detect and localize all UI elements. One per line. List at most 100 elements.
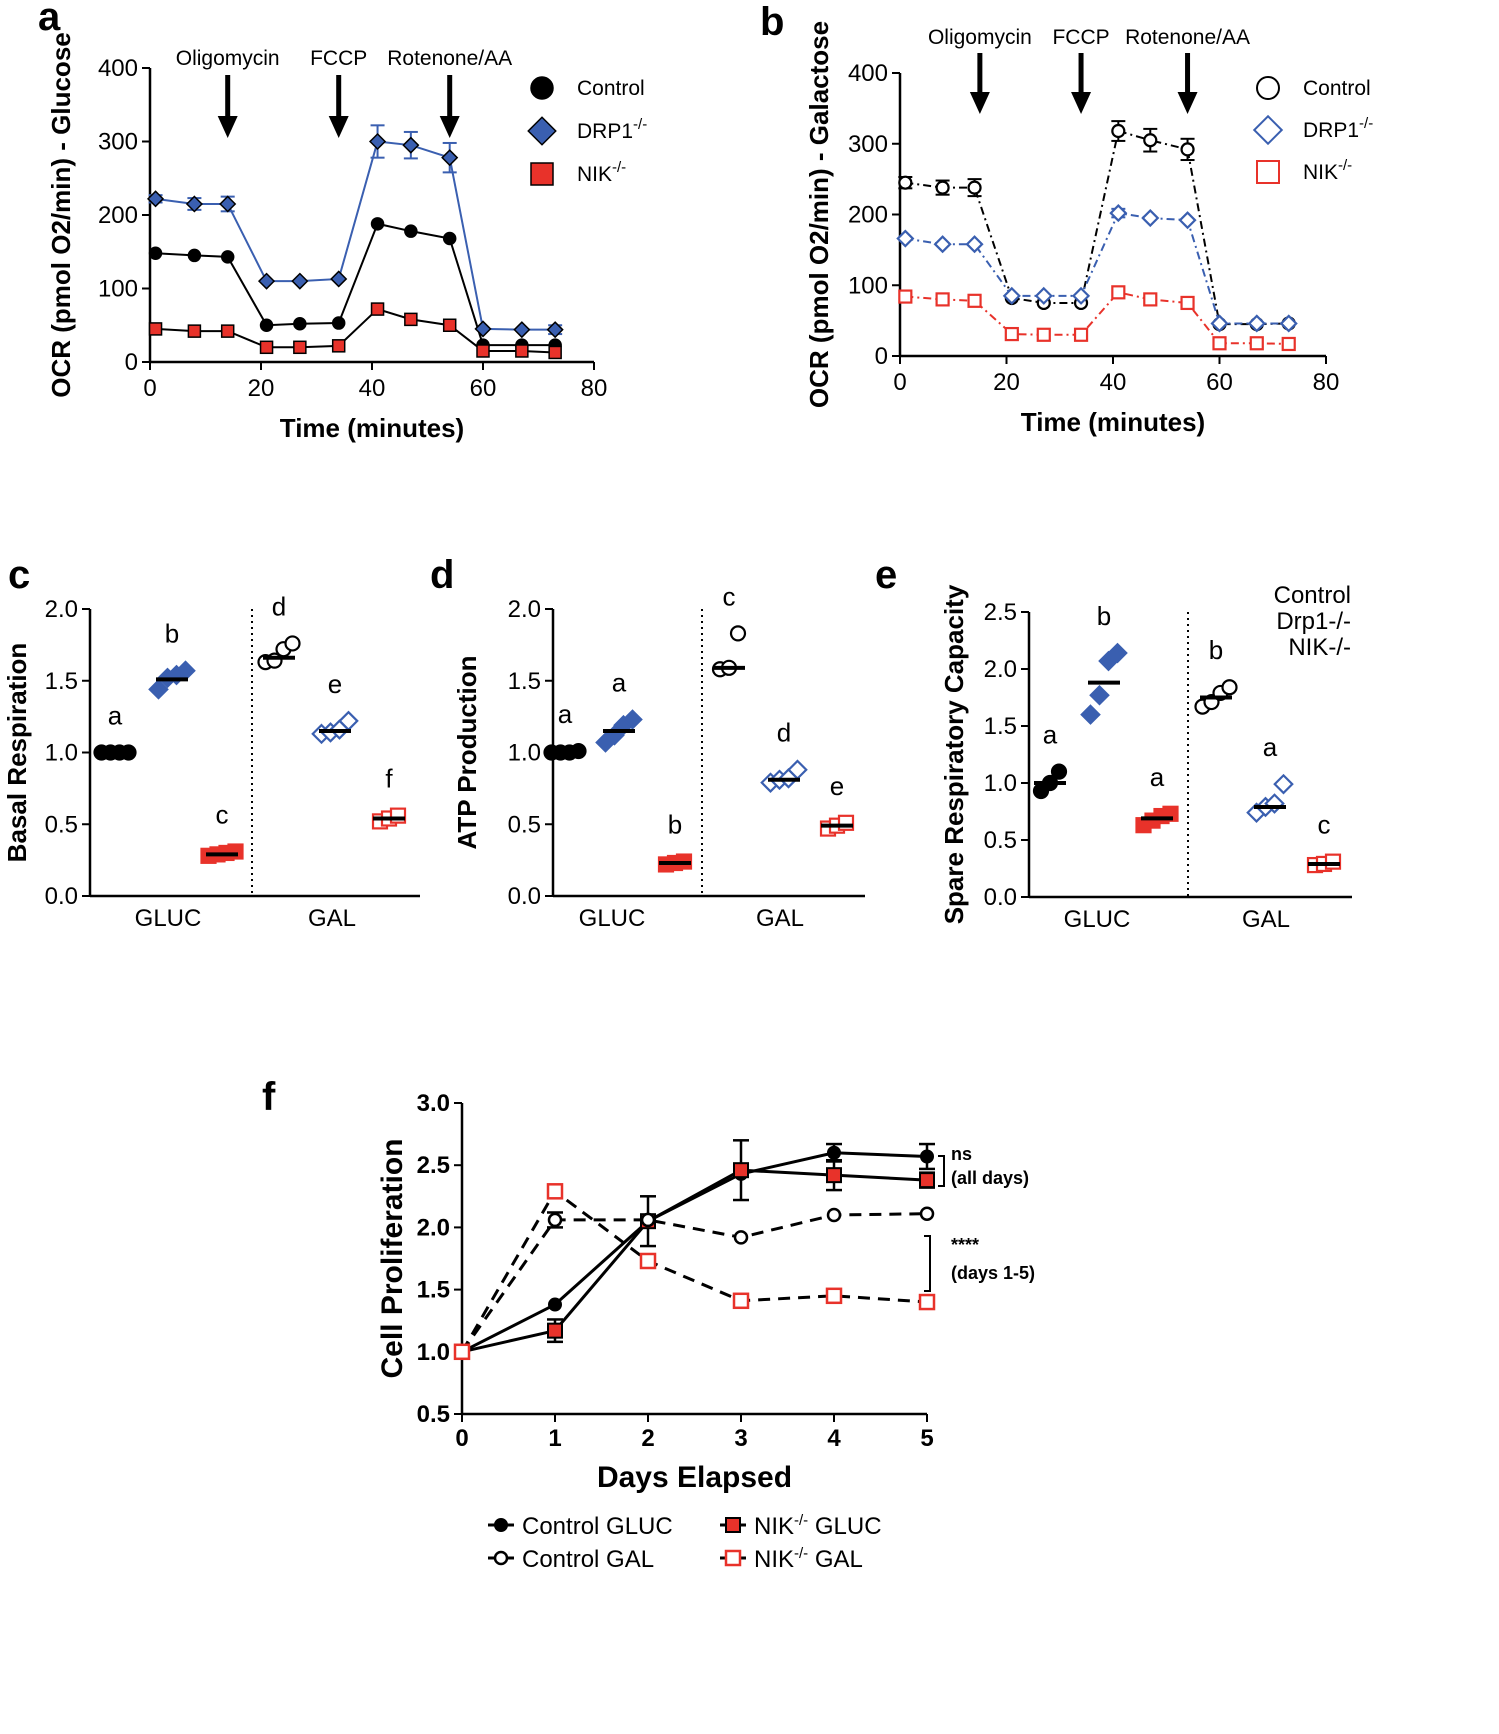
data-point [827,1145,841,1160]
x-tick-label: 20 [248,375,275,402]
bracket-line [924,1235,931,1292]
legend-label-base: NIK [577,163,612,186]
legend-item: Control [1256,76,1371,100]
annotation-text: (days 1-5) [951,1263,1035,1283]
significance-letter: b [1209,635,1223,665]
data-point [291,272,309,290]
y-tick-label: 0 [125,349,138,376]
series-nik-gal [453,1183,936,1361]
legend-label: Control [577,77,645,100]
significance-letter: a [1263,732,1278,762]
panel-letter-f: f [262,1075,276,1119]
injection-arrow-head [969,92,990,114]
x-tick-label: 80 [581,375,608,402]
data-point [148,246,163,260]
data-point [187,324,202,338]
series-line [905,211,1289,325]
group-gal: e [819,771,855,837]
data-point [148,679,169,700]
injection-arrow [1071,53,1092,114]
legend-label-sup: -/- [612,159,626,176]
data-point [293,340,307,355]
legend-label-sup: -/- [794,1545,808,1562]
data-point [442,231,457,246]
panel-letter-a: a [38,0,61,39]
legend-marker [724,1549,742,1567]
category-label: GLUC [135,905,202,932]
legend-item: Control [530,76,645,100]
panel-letter-e: e [875,553,897,597]
legend-item: Control GLUC [488,1513,673,1540]
group-gluc: a [1135,762,1179,834]
data-point [732,1292,750,1310]
data-point [370,217,385,231]
legend-label-base: NIK [754,1513,794,1540]
legend-marker [725,1517,741,1533]
significance-letter: d [777,718,791,748]
data-point [1109,204,1128,223]
y-tick-label: 3.0 [417,1090,450,1117]
y-tick-label: 2.0 [417,1214,450,1241]
y-tick-label: 0.5 [417,1401,450,1428]
legend-item: NIK-/- [1256,157,1352,184]
y-axis-title: OCR (pmol O2/min) - Galactose [804,21,834,408]
data-point [227,843,244,860]
legend-item: DRP1-/- [527,116,647,146]
group-gluc: a [93,701,137,761]
series-control [898,120,1296,332]
annotation-text: (all days) [951,1168,1029,1188]
data-point [1143,133,1158,148]
category-label: GAL [1242,906,1290,933]
category-label: GAL [308,905,356,932]
x-tick-label: 2 [641,1425,654,1452]
x-tick-label: 1 [548,1425,561,1452]
legend-marker [530,76,554,100]
panel-letter-c: c [8,553,30,597]
x-tick-label: 60 [470,375,497,402]
panel-a: a 0 20 40 60 80 0 100 200 300 400 Time (minutes) OCR… [38,0,647,443]
legend-label: NIK-/- GAL [754,1545,863,1573]
group-gal: e [311,669,359,745]
data-point [1080,704,1101,725]
series-line [460,1189,928,1353]
data-point [896,229,915,248]
data-point [404,224,418,238]
significance-letter: c [1318,810,1331,840]
category-label: GAL [756,905,804,932]
data-point [389,807,407,824]
legend-item: NIK-/- [530,159,626,186]
data-point [441,149,459,167]
significance-letter: a [558,699,573,729]
x-tick-label: 40 [1100,369,1127,396]
injection-arrow [217,75,238,138]
significance-letter: a [108,701,123,731]
data-point [933,235,952,254]
x-axis-title: Time (minutes) [1021,407,1205,437]
significance-letter: a [612,667,627,697]
y-tick-label: 1.5 [508,668,541,695]
data-point [729,625,747,642]
y-tick-label: 200 [848,202,888,229]
x-tick-label: 20 [993,369,1020,396]
group-gal: d [760,718,808,793]
data-point [259,318,274,332]
series-line [460,1212,928,1353]
significance-letter: e [830,771,844,801]
data-point [453,1343,471,1361]
significance-letter: f [385,764,393,794]
data-point [220,324,235,338]
data-point [898,289,913,304]
data-point [331,339,346,353]
data-point [919,1206,935,1221]
legend-label-base: DRP1 [1303,119,1359,142]
data-point [919,1172,935,1189]
series-drp1 [896,204,1298,333]
y-axis-title: Cell Proliferation [376,1138,409,1378]
significance-letter: d [272,591,286,621]
legend-item: NIK-/- GLUC [720,1512,882,1540]
data-point [548,345,562,360]
legend-label-base: NIK [1303,161,1338,184]
y-tick-label: 400 [848,60,888,87]
data-point [1050,763,1068,780]
y-tick-label: 2.5 [984,599,1017,626]
